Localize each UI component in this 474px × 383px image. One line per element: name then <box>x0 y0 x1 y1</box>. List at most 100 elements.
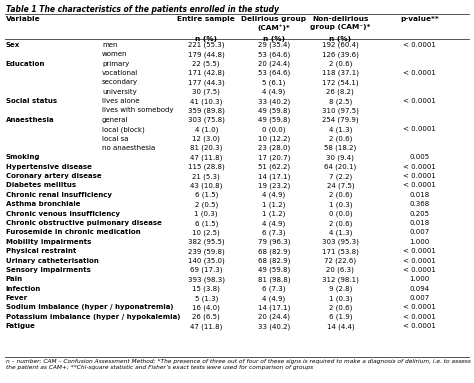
Text: 58 (18.2): 58 (18.2) <box>324 145 356 151</box>
Text: 6 (7.3): 6 (7.3) <box>262 229 286 236</box>
Text: Sodium imbalance (hyper / hyponatremia): Sodium imbalance (hyper / hyponatremia) <box>6 304 173 311</box>
Text: 26 (6.5): 26 (6.5) <box>192 314 220 320</box>
Text: 172 (54.1): 172 (54.1) <box>322 79 359 86</box>
Text: 47 (11.8): 47 (11.8) <box>190 154 222 161</box>
Text: 81 (20.3): 81 (20.3) <box>190 145 222 151</box>
Text: 254 (79.9): 254 (79.9) <box>322 117 359 123</box>
Text: < 0.0001: < 0.0001 <box>403 164 436 170</box>
Text: 72 (22.6): 72 (22.6) <box>324 257 356 264</box>
Text: 2 (0.6): 2 (0.6) <box>328 61 352 67</box>
Text: Chronic obstructive pulmonary disease: Chronic obstructive pulmonary disease <box>6 220 162 226</box>
Text: 312 (98.1): 312 (98.1) <box>322 276 359 283</box>
Text: 1 (0.3): 1 (0.3) <box>194 211 218 217</box>
Text: Physical restraint: Physical restraint <box>6 248 76 254</box>
Text: Smoking: Smoking <box>6 154 40 160</box>
Text: 10 (12.2): 10 (12.2) <box>258 136 290 142</box>
Text: Pain: Pain <box>6 276 23 282</box>
Text: 47 (11.8): 47 (11.8) <box>190 323 222 330</box>
Text: 15 (3.8): 15 (3.8) <box>192 286 220 292</box>
Text: 0.005: 0.005 <box>410 154 429 160</box>
Text: 6 (1.5): 6 (1.5) <box>194 192 218 198</box>
Text: 310 (97.5): 310 (97.5) <box>322 107 359 114</box>
Text: 68 (82.9): 68 (82.9) <box>258 248 290 255</box>
Text: no anaesthesia: no anaesthesia <box>102 145 155 151</box>
Text: Sex: Sex <box>6 42 20 48</box>
Text: 6 (1.5): 6 (1.5) <box>194 220 218 226</box>
Text: Chronic renal insufficiency: Chronic renal insufficiency <box>6 192 112 198</box>
Text: 115 (28.8): 115 (28.8) <box>188 164 225 170</box>
Text: Furosemide in chronic medication: Furosemide in chronic medication <box>6 229 140 236</box>
Text: Education: Education <box>6 61 45 67</box>
Text: < 0.0001: < 0.0001 <box>403 126 436 132</box>
Text: 393 (98.3): 393 (98.3) <box>188 276 225 283</box>
Text: 64 (20.1): 64 (20.1) <box>324 164 356 170</box>
Text: 359 (89.8): 359 (89.8) <box>188 107 225 114</box>
Text: secondary: secondary <box>102 79 138 85</box>
Text: 2 (0.6): 2 (0.6) <box>328 220 352 226</box>
Text: 0.018: 0.018 <box>410 220 429 226</box>
Text: < 0.0001: < 0.0001 <box>403 42 436 48</box>
Text: Coronary artery disease: Coronary artery disease <box>6 173 101 179</box>
Text: 10 (2.5): 10 (2.5) <box>192 229 220 236</box>
Text: Chronic venous insufficiency: Chronic venous insufficiency <box>6 211 120 217</box>
Text: n (%): n (%) <box>263 36 285 42</box>
Text: men: men <box>102 42 118 48</box>
Text: 19 (23.2): 19 (23.2) <box>258 182 290 189</box>
Text: 382 (95.5): 382 (95.5) <box>188 239 225 245</box>
Text: 5 (1.3): 5 (1.3) <box>194 295 218 301</box>
Text: 4 (4.9): 4 (4.9) <box>262 295 286 301</box>
Text: women: women <box>102 51 128 57</box>
Text: 33 (40.2): 33 (40.2) <box>258 323 290 330</box>
Text: lives alone: lives alone <box>102 98 139 104</box>
Text: 49 (59.8): 49 (59.8) <box>258 107 290 114</box>
Text: 6 (7.3): 6 (7.3) <box>262 286 286 292</box>
Text: n (%): n (%) <box>195 36 217 42</box>
Text: 1 (1.2): 1 (1.2) <box>262 201 286 208</box>
Text: 30 (9.4): 30 (9.4) <box>327 154 354 161</box>
Text: < 0.0001: < 0.0001 <box>403 257 436 264</box>
Text: 2 (0.6): 2 (0.6) <box>328 304 352 311</box>
Text: 24 (7.5): 24 (7.5) <box>327 182 354 189</box>
Text: 171 (42.8): 171 (42.8) <box>188 70 225 76</box>
Text: Delirious group
(CAM⁺)*: Delirious group (CAM⁺)* <box>241 16 307 31</box>
Text: 21 (5.3): 21 (5.3) <box>192 173 220 180</box>
Text: 30 (7.5): 30 (7.5) <box>192 88 220 95</box>
Text: 140 (35.0): 140 (35.0) <box>188 257 225 264</box>
Text: lives with somebody: lives with somebody <box>102 107 173 113</box>
Text: general: general <box>102 117 128 123</box>
Text: 6 (1.9): 6 (1.9) <box>328 314 352 320</box>
Text: 49 (59.8): 49 (59.8) <box>258 117 290 123</box>
Text: Table 1 The characteristics of the patients enrolled in the study: Table 1 The characteristics of the patie… <box>6 5 279 13</box>
Text: Variable: Variable <box>6 16 40 22</box>
Text: university: university <box>102 88 137 95</box>
Text: < 0.0001: < 0.0001 <box>403 267 436 273</box>
Text: 0 (0.0): 0 (0.0) <box>328 211 352 217</box>
Text: 303 (95.3): 303 (95.3) <box>322 239 359 245</box>
Text: 41 (10.3): 41 (10.3) <box>190 98 222 105</box>
Text: 14 (17.1): 14 (17.1) <box>258 304 290 311</box>
Text: < 0.0001: < 0.0001 <box>403 70 436 76</box>
Text: 1 (0.3): 1 (0.3) <box>328 295 352 301</box>
Text: Urinary catheterisation: Urinary catheterisation <box>6 257 99 264</box>
Text: 221 (55.3): 221 (55.3) <box>188 42 225 48</box>
Text: 4 (4.9): 4 (4.9) <box>262 88 286 95</box>
Text: 68 (82.9): 68 (82.9) <box>258 257 290 264</box>
Text: Potassium imbalance (hyper / hypokalemia): Potassium imbalance (hyper / hypokalemia… <box>6 314 180 320</box>
Text: 2 (0.6): 2 (0.6) <box>328 192 352 198</box>
Text: < 0.0001: < 0.0001 <box>403 304 436 311</box>
Text: Diabetes mellitus: Diabetes mellitus <box>6 182 76 188</box>
Text: 12 (3.0): 12 (3.0) <box>192 136 220 142</box>
Text: Social status: Social status <box>6 98 57 104</box>
Text: 17 (20.7): 17 (20.7) <box>258 154 290 161</box>
Text: < 0.0001: < 0.0001 <box>403 182 436 188</box>
Text: 0.094: 0.094 <box>410 286 429 292</box>
Text: local sa: local sa <box>102 136 128 142</box>
Text: primary: primary <box>102 61 129 67</box>
Text: < 0.0001: < 0.0001 <box>403 323 436 329</box>
Text: 171 (53.8): 171 (53.8) <box>322 248 359 255</box>
Text: 0.368: 0.368 <box>410 201 429 207</box>
Text: 16 (4.0): 16 (4.0) <box>192 304 220 311</box>
Text: 4 (1.3): 4 (1.3) <box>328 126 352 133</box>
Text: 79 (96.3): 79 (96.3) <box>258 239 290 245</box>
Text: 1.000: 1.000 <box>410 239 429 245</box>
